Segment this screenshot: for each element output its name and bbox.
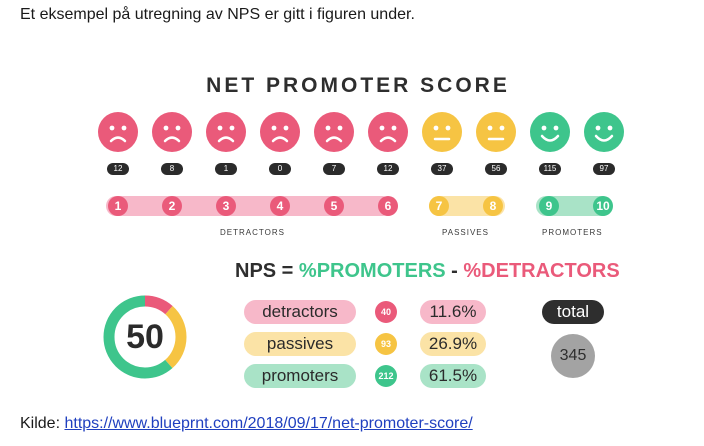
- response-count: 0: [269, 163, 291, 175]
- formula-promoters: %PROMOTERS: [298, 260, 446, 282]
- response-count: 115: [539, 163, 561, 175]
- promoters-percent: 61.5%: [420, 364, 486, 388]
- sad-face-icon: [206, 112, 246, 152]
- detractors-percent: 11.6%: [420, 300, 486, 324]
- source-line: Kilde: https://www.blueprnt.com/2018/09/…: [20, 415, 473, 433]
- promoters-count: 212: [375, 365, 397, 387]
- neutral-face-icon: [422, 112, 462, 152]
- response-count: 56: [485, 163, 507, 175]
- scale-number: 2: [162, 196, 182, 216]
- response-count: 97: [593, 163, 615, 175]
- passives-label: PASSIVES: [442, 228, 489, 237]
- nps-score: 50: [126, 318, 164, 356]
- happy-face-icon: [584, 112, 624, 152]
- detractors-label: DETRACTORS: [220, 228, 285, 237]
- sad-face-icon: [260, 112, 300, 152]
- detractors-pill: detractors: [244, 300, 356, 324]
- passives-count: 93: [375, 333, 397, 355]
- scale-number: 1: [108, 196, 128, 216]
- donut-passives-arc: [103, 295, 187, 379]
- scale-number: 7: [429, 196, 449, 216]
- formula-detractors: %DETRACTORS: [463, 260, 620, 282]
- detractor-bar: [106, 196, 392, 216]
- scale-number: 8: [483, 196, 503, 216]
- total-label: total: [542, 300, 604, 324]
- happy-face-icon: [530, 112, 570, 152]
- scale-number: 9: [539, 196, 559, 216]
- formula-minus: -: [445, 260, 464, 282]
- source-prefix: Kilde:: [20, 415, 65, 432]
- nps-formula: NPS = %PROMOTERS - %DETRACTORS: [235, 260, 620, 283]
- donut-promoters-arc: [103, 295, 187, 379]
- sad-face-icon: [152, 112, 192, 152]
- scale-number: 3: [216, 196, 236, 216]
- promoters-pill: promoters: [244, 364, 356, 388]
- sad-face-icon: [314, 112, 354, 152]
- source-link[interactable]: https://www.blueprnt.com/2018/09/17/net-…: [64, 415, 473, 432]
- response-count: 37: [431, 163, 453, 175]
- promoters-label: PROMOTERS: [542, 228, 603, 237]
- intro-text: Et eksempel på utregning av NPS er gitt …: [20, 6, 415, 23]
- scale-number: 4: [270, 196, 290, 216]
- response-count: 7: [323, 163, 345, 175]
- response-count: 8: [161, 163, 183, 175]
- formula-prefix: NPS =: [235, 260, 299, 282]
- passives-pill: passives: [244, 332, 356, 356]
- score-donut: [100, 292, 190, 382]
- sad-face-icon: [98, 112, 138, 152]
- neutral-face-icon: [476, 112, 516, 152]
- sad-face-icon: [368, 112, 408, 152]
- response-count: 12: [107, 163, 129, 175]
- response-count: 12: [377, 163, 399, 175]
- response-count: 1: [215, 163, 237, 175]
- figure-title: NET PROMOTER SCORE: [206, 74, 510, 97]
- total-value: 345: [551, 334, 595, 378]
- scale-number: 5: [324, 196, 344, 216]
- scale-number: 10: [593, 196, 613, 216]
- scale-number: 6: [378, 196, 398, 216]
- passives-percent: 26.9%: [420, 332, 486, 356]
- detractors-count: 40: [375, 301, 397, 323]
